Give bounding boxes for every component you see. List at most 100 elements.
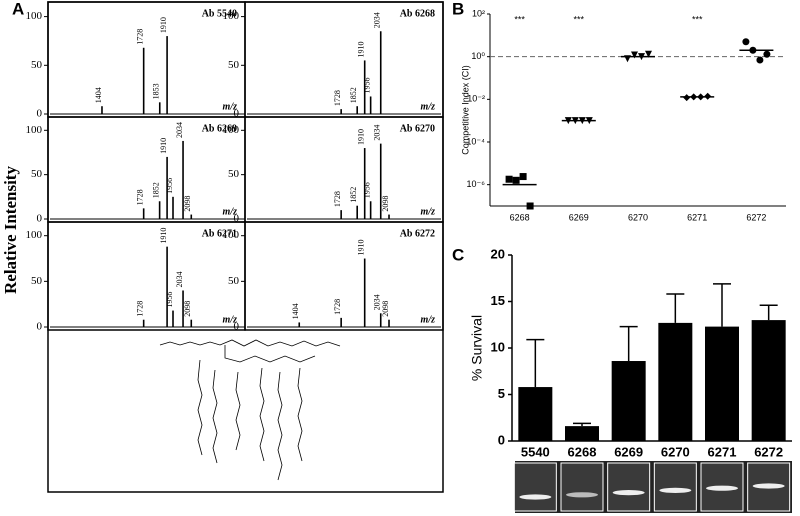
x-tick-label: 6268 xyxy=(510,212,530,222)
y-tick-label: 10⁻⁶ xyxy=(467,179,486,189)
y-tick-label: 0 xyxy=(498,432,505,447)
y-axis-label: % Survival xyxy=(469,315,485,381)
bar xyxy=(518,387,553,441)
bar xyxy=(658,322,693,441)
peak-label: 1956 xyxy=(362,182,371,198)
peak-label: 1853 xyxy=(152,83,161,99)
x-tick-label: 6270 xyxy=(628,212,648,222)
y-tick-label: 100 xyxy=(223,124,240,136)
peak-label: 1404 xyxy=(94,87,103,103)
bar xyxy=(751,320,786,441)
point xyxy=(756,56,764,64)
point xyxy=(763,50,771,58)
point xyxy=(690,93,698,101)
point xyxy=(645,50,652,58)
peak-label: 1852 xyxy=(151,182,160,198)
y-axis-label: Competitive Index (CI) xyxy=(460,65,470,155)
x-tick-label: 6272 xyxy=(754,444,783,459)
point xyxy=(683,94,691,102)
point xyxy=(749,46,757,54)
peak-label: 1728 xyxy=(333,90,342,106)
peak-label: 1956 xyxy=(165,292,174,308)
peak-label: 1910 xyxy=(159,138,168,154)
y-tick-label: 100 xyxy=(26,229,43,241)
gel-lane xyxy=(607,462,651,512)
gel-band xyxy=(519,494,552,500)
gel-image xyxy=(513,461,792,513)
peak-label: 2098 xyxy=(381,301,390,317)
peak-label: 1910 xyxy=(357,240,366,256)
x-tick-label: 6271 xyxy=(687,212,707,222)
x-axis-label: m/z xyxy=(421,101,436,112)
peak-label: 1956 xyxy=(165,178,174,194)
peak-label: 2034 xyxy=(175,122,184,138)
spectrum-title: Ab 6272 xyxy=(400,228,435,239)
y-tick-label: 0 xyxy=(234,213,240,225)
y-tick-label: 50 xyxy=(31,275,43,287)
y-tick-label: 10 xyxy=(491,339,505,354)
peak-label: 1728 xyxy=(333,191,342,207)
y-tick-label: 100 xyxy=(223,10,240,22)
y-tick-label: 0 xyxy=(234,108,240,120)
gel-band xyxy=(612,490,645,496)
gel-band xyxy=(566,492,598,498)
y-tick-label: 50 xyxy=(228,168,240,180)
x-axis-label: m/z xyxy=(421,314,436,325)
spectrum-title: Ab 6268 xyxy=(400,8,435,19)
spectrum-title: Ab 6270 xyxy=(400,123,435,134)
lipid-structure xyxy=(159,339,341,481)
y-tick-label: 10⁻⁴ xyxy=(466,136,485,146)
y-tick-label: 10² xyxy=(472,8,485,18)
point xyxy=(505,175,513,183)
y-tick-label: 50 xyxy=(31,168,43,180)
y-tick-label: 5 xyxy=(498,386,505,401)
panel-label: A xyxy=(12,0,24,18)
point xyxy=(578,117,586,125)
y-tick-label: 0 xyxy=(37,213,43,225)
x-tick-label: 6269 xyxy=(614,444,643,459)
y-tick-label: 15 xyxy=(491,293,505,308)
gel-band xyxy=(659,487,692,493)
spectrum-title: Ab 6269 xyxy=(202,123,237,134)
spectrum-title: Ab 5540 xyxy=(202,8,237,19)
bar xyxy=(705,326,739,441)
point xyxy=(519,173,527,181)
peak-label: 1910 xyxy=(357,41,366,57)
peak-label: 2098 xyxy=(183,301,192,317)
y-tick-label: 100 xyxy=(26,124,43,136)
x-tick-label: 6269 xyxy=(569,212,589,222)
peak-label: 1852 xyxy=(349,187,358,203)
peak-label: 2034 xyxy=(373,125,382,141)
point xyxy=(512,176,520,184)
peak-label: 2098 xyxy=(381,196,390,212)
bar xyxy=(565,426,599,441)
peak-label: 1728 xyxy=(135,29,144,45)
panel-label: C xyxy=(452,245,464,264)
point xyxy=(638,53,645,61)
point xyxy=(585,117,593,125)
y-tick-label: 10⁻² xyxy=(467,94,485,104)
gel-lane xyxy=(513,462,557,512)
gel-lane xyxy=(653,462,697,512)
y-axis-label: Relative Intensity xyxy=(1,166,20,294)
peak-label: 2034 xyxy=(175,271,184,287)
x-axis-label: m/z xyxy=(223,206,238,217)
y-tick-label: 100 xyxy=(223,229,240,241)
y-tick-label: 0 xyxy=(37,108,43,120)
y-tick-label: 20 xyxy=(491,246,505,261)
point xyxy=(631,51,638,59)
peak-label: 1910 xyxy=(159,17,168,33)
x-tick-label: 5540 xyxy=(521,444,550,459)
significance: *** xyxy=(514,14,525,24)
x-axis-label: m/z xyxy=(421,206,436,217)
peak-label: 1728 xyxy=(333,299,342,315)
peak-label: 1852 xyxy=(349,87,358,103)
point xyxy=(526,202,534,210)
x-tick-label: 6271 xyxy=(708,444,737,459)
gel-lane xyxy=(560,462,604,512)
panel-label: B xyxy=(452,0,464,18)
y-tick-label: 100 xyxy=(26,10,43,22)
spectrum-frame xyxy=(244,221,444,331)
peak-label: 2098 xyxy=(183,196,192,212)
